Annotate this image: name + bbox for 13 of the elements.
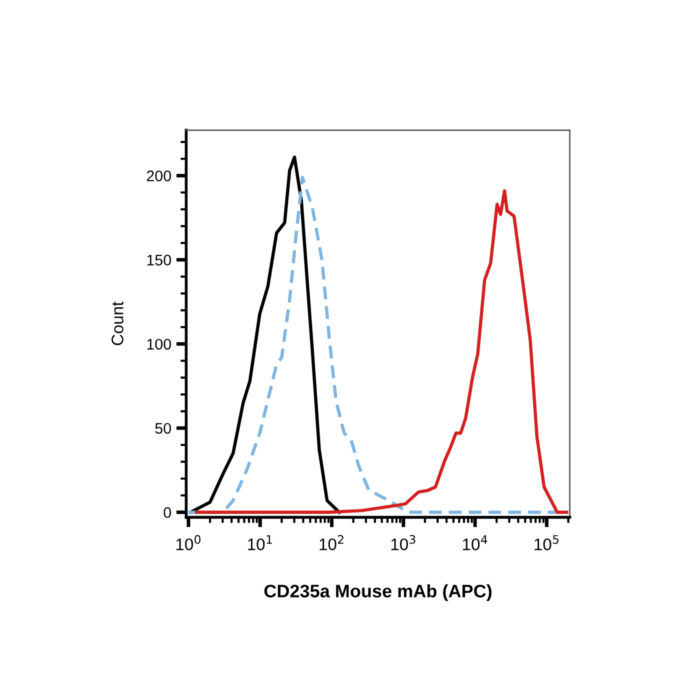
y-tick-label: 100 <box>147 338 172 350</box>
x-tick-label: 10$^{3}$ <box>391 535 416 550</box>
y-axis-title: Count <box>112 302 124 346</box>
x-tick-label: 10$^{4}$ <box>463 535 488 550</box>
x-tick-label: 10$^{1}$ <box>248 535 272 550</box>
y-tick-label: 0 <box>164 507 172 518</box>
y-tick-label: 200 <box>146 170 172 182</box>
x-tick-label: 10$^{0}$ <box>176 535 200 550</box>
x-tick-label: 10$^{5}$ <box>534 535 558 550</box>
y-tick-label: 50 <box>155 422 172 434</box>
x-tick-label: 10$^{2}$ <box>320 535 344 550</box>
y-tick-label: 150 <box>147 254 172 266</box>
x-axis-title: CD235a Mouse mAb (APC) <box>264 584 492 602</box>
